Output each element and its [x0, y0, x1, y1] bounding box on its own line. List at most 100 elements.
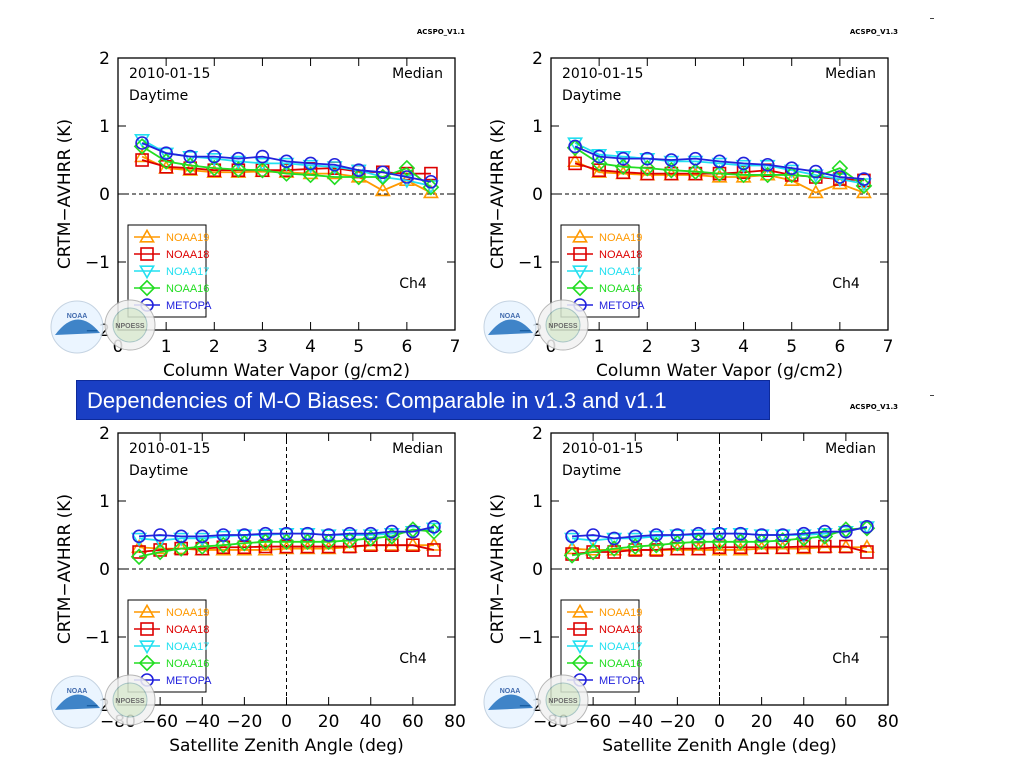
statistic-annotation: Median	[392, 441, 443, 457]
series-line-metopa	[572, 525, 868, 540]
data-point-metopa	[351, 163, 366, 177]
edge-tick-mark	[930, 395, 934, 396]
x-tick-label: 0	[281, 712, 292, 732]
legend-label: NOAA17	[166, 641, 209, 653]
data-point-noaa17	[753, 529, 770, 544]
y-tick-label: 2	[532, 49, 543, 69]
data-point-noaa19	[299, 540, 316, 555]
data-point-metopa	[860, 520, 874, 534]
legend-marker	[573, 622, 587, 636]
data-point-metopa	[216, 528, 231, 542]
data-point-noaa18	[839, 539, 853, 554]
data-point-noaa18	[860, 545, 874, 559]
data-point-noaa16	[181, 157, 199, 174]
data-point-noaa16	[326, 168, 343, 186]
chart-svg: 210−1−201234567Column Water Vapor (g/cm2…	[50, 28, 465, 381]
x-tick-label: 4	[738, 337, 749, 357]
data-point-metopa	[406, 524, 420, 539]
data-point-noaa17	[564, 532, 581, 547]
series-line-metopa	[141, 142, 432, 183]
legend-marker	[139, 228, 155, 243]
data-point-noaa16	[831, 159, 849, 177]
x-tick-label: 40	[360, 712, 382, 732]
legend-label: METOPA	[599, 300, 645, 312]
y-tick-label: 0	[532, 560, 543, 580]
series-line-noaa17	[574, 142, 865, 185]
data-point-noaa19	[855, 184, 872, 199]
series-line-metopa	[139, 525, 435, 538]
data-point-noaa16	[193, 538, 211, 555]
npoess-logo-text: NPOESS	[548, 698, 578, 705]
data-point-noaa16	[663, 161, 680, 179]
data-point-noaa17	[669, 529, 686, 544]
data-point-noaa17	[606, 532, 623, 547]
data-point-noaa16	[759, 166, 776, 184]
version-label: ACSPO_V1.3	[850, 403, 898, 411]
x-axis-label: Column Water Vapor (g/cm2)	[163, 361, 410, 381]
data-point-metopa	[568, 139, 582, 154]
y-axis-label: CRTM−AVHRR (K)	[488, 119, 508, 269]
data-point-metopa	[833, 170, 847, 184]
data-point-metopa	[712, 154, 727, 169]
data-point-noaa19	[278, 164, 295, 178]
data-point-noaa16	[711, 165, 728, 182]
legend-label: NOAA17	[599, 641, 642, 653]
x-tick-label: −60	[575, 712, 611, 732]
statistic-annotation: Median	[825, 66, 876, 82]
data-point-metopa	[664, 153, 679, 167]
data-point-noaa19	[236, 541, 253, 556]
x-tick-label: −40	[617, 712, 653, 732]
data-point-noaa19	[278, 540, 295, 555]
data-point-metopa	[628, 529, 643, 544]
data-point-noaa17	[302, 159, 319, 174]
legend-label: NOAA16	[599, 283, 642, 295]
y-tick-label: 2	[99, 49, 110, 69]
npoess-logo-globe	[545, 307, 581, 343]
data-point-metopa	[237, 528, 252, 542]
data-point-noaa16	[687, 163, 704, 180]
time-of-day-annotation: Daytime	[129, 88, 188, 104]
x-tick-label: 1	[161, 337, 172, 357]
data-point-noaa19	[795, 540, 812, 555]
data-point-noaa19	[134, 148, 151, 163]
data-point-noaa17	[131, 532, 148, 547]
data-point-noaa17	[173, 532, 190, 547]
data-point-noaa16	[278, 533, 295, 551]
chart-panel-top-right: 210−1−201234567Column Water Vapor (g/cm2…	[483, 20, 923, 390]
time-of-day-annotation: Daytime	[562, 463, 621, 479]
x-tick-label: 2	[209, 337, 220, 357]
data-point-metopa	[400, 170, 414, 184]
data-point-noaa17	[711, 157, 728, 172]
data-point-noaa16	[214, 536, 232, 554]
data-point-metopa	[754, 528, 769, 542]
data-point-noaa17	[236, 529, 253, 544]
data-point-noaa17	[648, 530, 665, 545]
x-tick-label: 60	[835, 712, 857, 732]
series-line-metopa	[574, 145, 865, 180]
time-of-day-annotation: Daytime	[129, 463, 188, 479]
x-tick-label: 2	[642, 337, 653, 357]
data-point-noaa17	[254, 157, 271, 172]
legend-marker	[138, 654, 156, 672]
data-point-noaa16	[858, 519, 876, 537]
x-tick-label: 20	[318, 712, 340, 732]
data-point-noaa16	[669, 534, 686, 552]
x-tick-label: 0	[714, 712, 725, 732]
npoess-logo-globe	[545, 682, 581, 718]
channel-annotation: Ch4	[399, 651, 427, 667]
y-tick-label: 0	[532, 185, 543, 205]
data-point-metopa	[375, 165, 390, 180]
data-point-metopa	[839, 524, 853, 539]
data-point-metopa	[258, 526, 273, 541]
npoess-logo-text: NPOESS	[115, 323, 145, 330]
data-point-metopa	[279, 526, 294, 541]
data-point-metopa	[255, 149, 270, 164]
data-point-metopa	[733, 526, 748, 541]
x-tick-label: 20	[751, 712, 773, 732]
legend-label: NOAA16	[166, 658, 209, 670]
data-point-noaa16	[302, 166, 319, 184]
legend-marker	[139, 640, 155, 655]
data-point-noaa16	[626, 538, 644, 555]
date-annotation: 2010-01-15	[129, 441, 210, 457]
x-axis-label: Satellite Zenith Angle (deg)	[602, 736, 837, 756]
